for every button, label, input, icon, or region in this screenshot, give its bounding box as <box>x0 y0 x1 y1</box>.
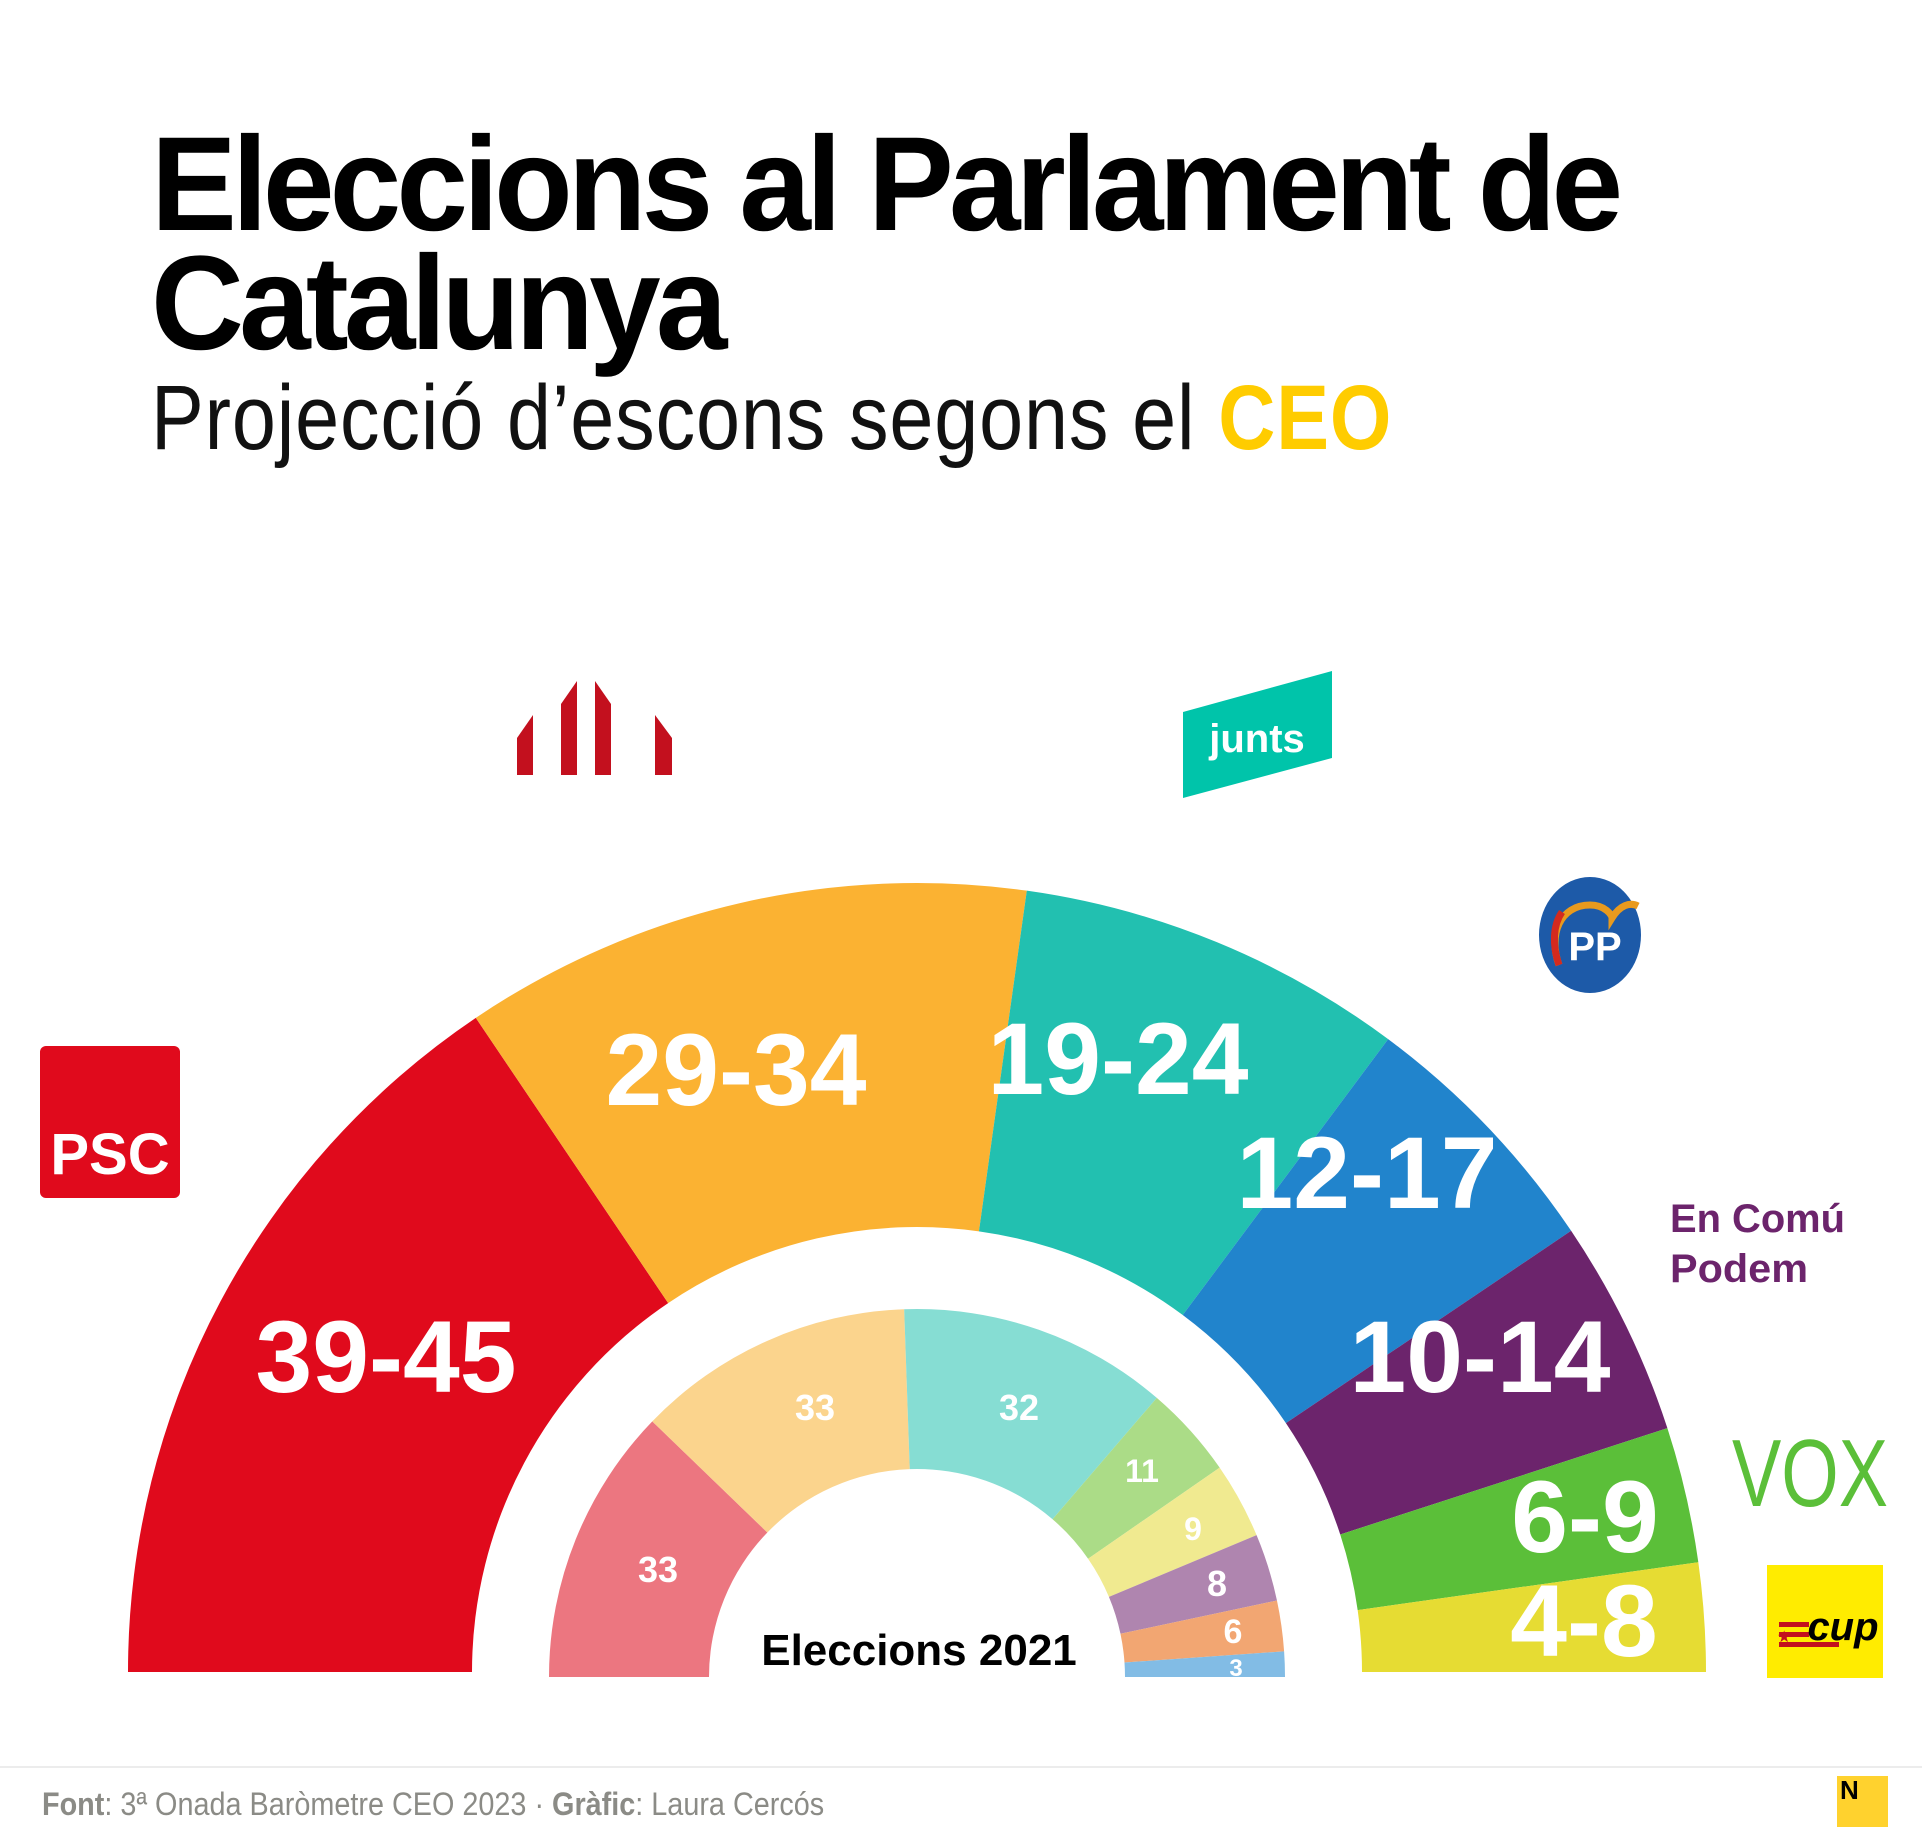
junts-logo: junts <box>1183 671 1332 798</box>
projection-label-en-comú-podem: 10-14 <box>1350 1300 1611 1414</box>
credit-text: : Laura Cercós <box>635 1786 825 1822</box>
projection-segment-en-comú-podem <box>1285 1230 1668 1535</box>
cup-logo: ★ cup <box>1767 1565 1883 1678</box>
source-label: Font <box>42 1786 105 1822</box>
vox-logo-text: VOX <box>1732 1420 1888 1527</box>
pp-logo: PP <box>1539 877 1641 993</box>
elections-2021-label-en-comú-podem: 8 <box>1207 1563 1227 1604</box>
brand-logo: N <box>1837 1775 1888 1827</box>
projection-segment-cup <box>1357 1562 1706 1672</box>
pp-logo-text: PP <box>1568 925 1621 969</box>
elections-2021-label-junts: 32 <box>999 1387 1039 1428</box>
junts-logo-text: junts <box>1208 717 1305 761</box>
psc-logo: PSC <box>40 1046 180 1198</box>
elections-2021-labels: 33 33 32 11 98 6 3 <box>638 1387 1243 1682</box>
erc-logo <box>517 681 672 775</box>
footer-credits: Font: 3ª Onada Baròmetre CEO 2023 · Gràf… <box>42 1786 824 1823</box>
elections-2021-segment-vox <box>1052 1397 1220 1559</box>
elections-2021-label-pp: 3 <box>1229 1655 1242 1682</box>
elections-2021-segment-cs <box>1120 1600 1285 1663</box>
credit-label: Gràfic <box>552 1786 636 1822</box>
projection-segment-psc <box>128 1017 669 1672</box>
cup-logo-text: cup <box>1807 1605 1878 1649</box>
elections-2021-segment-junts <box>904 1309 1157 1520</box>
projection-segment-pp <box>1182 1039 1572 1424</box>
subtitle-highlight: CEO <box>1218 367 1393 469</box>
vox-logo: VOX <box>1732 1420 1888 1527</box>
elections-2021-segment-en-comú-podem <box>1108 1535 1277 1634</box>
subtitle: Projecció d’escons segons el CEO <box>151 372 1392 464</box>
page-title-line-2: Catalunya <box>151 229 727 378</box>
elections-2021-label-cup: 9 <box>1184 1511 1202 1547</box>
ecp-logo-line-1: En Comú <box>1670 1197 1845 1241</box>
projection-segment-vox <box>1340 1428 1699 1611</box>
projection-label-pp: 12-17 <box>1237 1116 1498 1230</box>
elections-2021-label-psc: 33 <box>638 1549 678 1590</box>
projection-segment-erc <box>475 882 1027 1304</box>
elections-2021-label-cs: 6 <box>1224 1613 1243 1651</box>
projection-label-erc: 29-34 <box>606 1013 867 1127</box>
projection-label-cup: 4-8 <box>1510 1564 1657 1678</box>
footer-divider <box>0 1766 1922 1768</box>
elections-2021-segment-erc <box>652 1309 910 1533</box>
elections-2021-segment-cup <box>1088 1467 1257 1597</box>
ecp-logo-line-2: Podem <box>1670 1247 1808 1291</box>
elections-2021-ring <box>549 1309 1285 1677</box>
projection-segment-junts <box>978 890 1389 1316</box>
elections-2021-segment-pp <box>1124 1651 1285 1677</box>
elections-2021-segment-psc <box>549 1421 768 1677</box>
elections-2021-label-vox: 11 <box>1125 1453 1159 1489</box>
ecp-logo: En Comú Podem <box>1670 1197 1845 1291</box>
projection-label-junts: 19-24 <box>988 1002 1249 1116</box>
brand-logo-text: N <box>1840 1775 1859 1805</box>
page-title-line-1: Eleccions al Parlament de <box>151 110 1623 259</box>
subtitle-text: Projecció d’escons segons el <box>151 367 1219 469</box>
elections-2021-label-erc: 33 <box>795 1387 835 1428</box>
source-text: : 3ª Onada Baròmetre CEO 2023 · <box>104 1786 553 1822</box>
projection-ring <box>128 882 1706 1672</box>
projection-label-psc: 39-45 <box>256 1300 517 1414</box>
psc-logo-text: PSC <box>50 1122 169 1187</box>
inner-ring-title: Eleccions 2021 <box>761 1626 1077 1675</box>
projection-label-vox: 6-9 <box>1511 1460 1658 1574</box>
cup-star-icon: ★ <box>1777 1629 1791 1646</box>
